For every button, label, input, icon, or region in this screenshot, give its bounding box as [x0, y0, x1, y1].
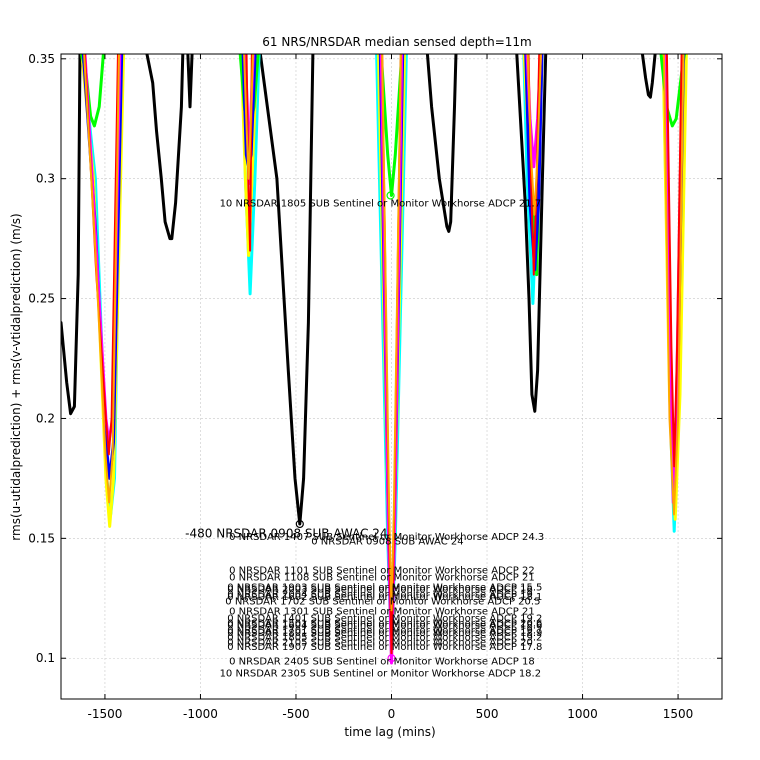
annotation-label: 0 NRSDAR 1101 SUB Sentinel or Monitor Wo… [229, 566, 535, 577]
annotation-layer: 10 NRSDAR 1805 SUB Sentinel or Monitor W… [185, 199, 544, 680]
annotation-label: 0 NRSDAR 1301 SUB Sentinel or Monitor Wo… [229, 606, 535, 617]
annotation-label: 0 NRSDAR 2003 SUB Sentinel or Monitor Wo… [227, 585, 533, 596]
annotation-label: 0 NRSDAR 1907 SUB Sentinel or Monitor Wo… [227, 642, 542, 653]
annotation-label: 0 NRSDAR 1805 SUB Sentinel or Monitor Wo… [227, 633, 542, 644]
annotation-label: 0 NRSDAR 0908 SUB AWAC 24 [311, 537, 463, 548]
annotation-label: 0 NRSDAR 2004 SUB Sentinel or Monitor Wo… [227, 589, 533, 600]
y-axis: 0.1 0.15 0.2 0.25 0.3 0.35 [28, 52, 722, 665]
annotation-label: 0 NRSDAR 1401 SUB Sentinel or Monitor Wo… [227, 613, 542, 624]
y-axis-title: rms(u-utidalprediction) + rms(v-vtidalpr… [9, 213, 23, 540]
minimum-marker-1 [386, 191, 395, 200]
annotation-label: 0 NRSDAR 2405 SUB Sentinel or Monitor Wo… [229, 657, 535, 668]
annotation-label: 0 NRSDAR 1602 SUB Sentinel or Monitor Wo… [227, 592, 542, 603]
annotation-label: 0 NRSDAR 1801 SUB Sentinel or Monitor Wo… [227, 628, 542, 639]
y-tick-label: 0.3 [36, 172, 55, 186]
annotation-label: 10 NRSDAR 1805 SUB Sentinel or Monitor W… [220, 199, 542, 210]
annotation-label: 0 NRSDAR 1702 SUB Sentinel or Monitor Wo… [225, 597, 540, 608]
series-layer [61, 54, 688, 665]
annotation-label: 0 NRSDAR 2105 SUB Sentinel or Monitor Wo… [227, 637, 533, 648]
annotation-label: 0 NRSDAR 1903 SUB Sentinel or Monitor Wo… [227, 582, 542, 593]
x-axis: -1500 -1000 -500 0 500 1000 1500 [88, 54, 694, 721]
minimum-marker-2 [387, 654, 396, 663]
annotation-label: 0 NRSDAR 1108 SUB Sentinel or Monitor Wo… [229, 573, 535, 584]
x-tick-label: -500 [282, 707, 309, 721]
chart-title: 61 NRS/NRSDAR median sensed depth=11m [262, 35, 531, 49]
x-tick-label: 1500 [663, 707, 694, 721]
x-tick-label: -1000 [183, 707, 218, 721]
x-axis-title: time lag (mins) [344, 725, 435, 739]
y-tick-label: 0.35 [28, 52, 55, 66]
annotation-label: 0 NRSDAR 1501 SUB Sentinel or Monitor Wo… [227, 618, 542, 629]
y-tick-label: 0.1 [36, 651, 55, 665]
series-line-0 [61, 54, 657, 526]
series-line-6 [83, 54, 683, 655]
x-tick-label: 0 [388, 707, 396, 721]
x-tick-label: 500 [476, 707, 499, 721]
annotation-label: 0 NRSDAR 1604 SUB Sentinel or Monitor Wo… [227, 621, 542, 632]
y-tick-label: 0.15 [28, 531, 55, 545]
annotation-label: 0 NRSDAR 1407 SUB Sentinel or Monitor Wo… [229, 532, 544, 543]
annotation-label: 0 NRSDAR 1701 SUB Sentinel or Monitor Wo… [227, 625, 542, 636]
annotation-label: 10 NRSDAR 2305 SUB Sentinel or Monitor W… [220, 669, 542, 680]
series-line-7 [83, 54, 685, 612]
minimum-marker-0 [295, 519, 304, 529]
x-tick-label: 1000 [567, 707, 598, 721]
y-tick-label: 0.25 [28, 292, 55, 306]
annotation-label: -480 NRSDAR 0908 SUB AWAC 24 [185, 527, 387, 541]
y-tick-label: 0.2 [36, 411, 55, 425]
marker-layer [295, 191, 396, 663]
x-tick-label: -1500 [88, 707, 123, 721]
